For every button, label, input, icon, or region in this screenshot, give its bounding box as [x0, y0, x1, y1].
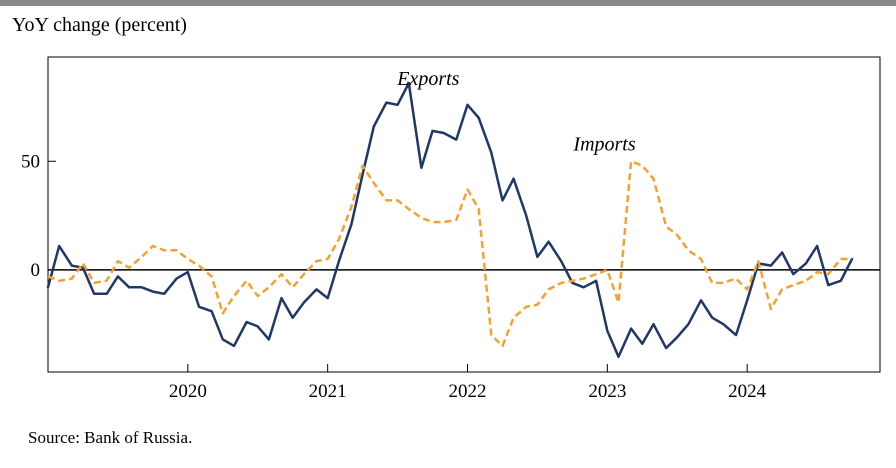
imports-series-line [47, 160, 852, 348]
top-rule [0, 0, 896, 6]
imports-series-label: Imports [572, 133, 635, 155]
source-note: Source: Bank of Russia. [28, 428, 193, 447]
x-tick-label: 2023 [588, 381, 626, 402]
x-tick-label: 2022 [448, 381, 486, 402]
y-tick-label: 0 [31, 260, 41, 281]
exports-series-line [46, 81, 854, 359]
x-tick-label: 2024 [728, 381, 767, 402]
y-tick-label: 50 [21, 151, 40, 172]
x-tick-label: 2020 [169, 381, 207, 402]
y-axis-label: YoY change (percent) [12, 14, 187, 36]
x-tick-label: 2021 [309, 381, 347, 402]
plot-frame [47, 56, 881, 373]
exports-series-label: Exports [396, 68, 459, 90]
plot-area: 0 50 2020 2021 2022 2023 2024 Exports Imports [21, 56, 881, 402]
